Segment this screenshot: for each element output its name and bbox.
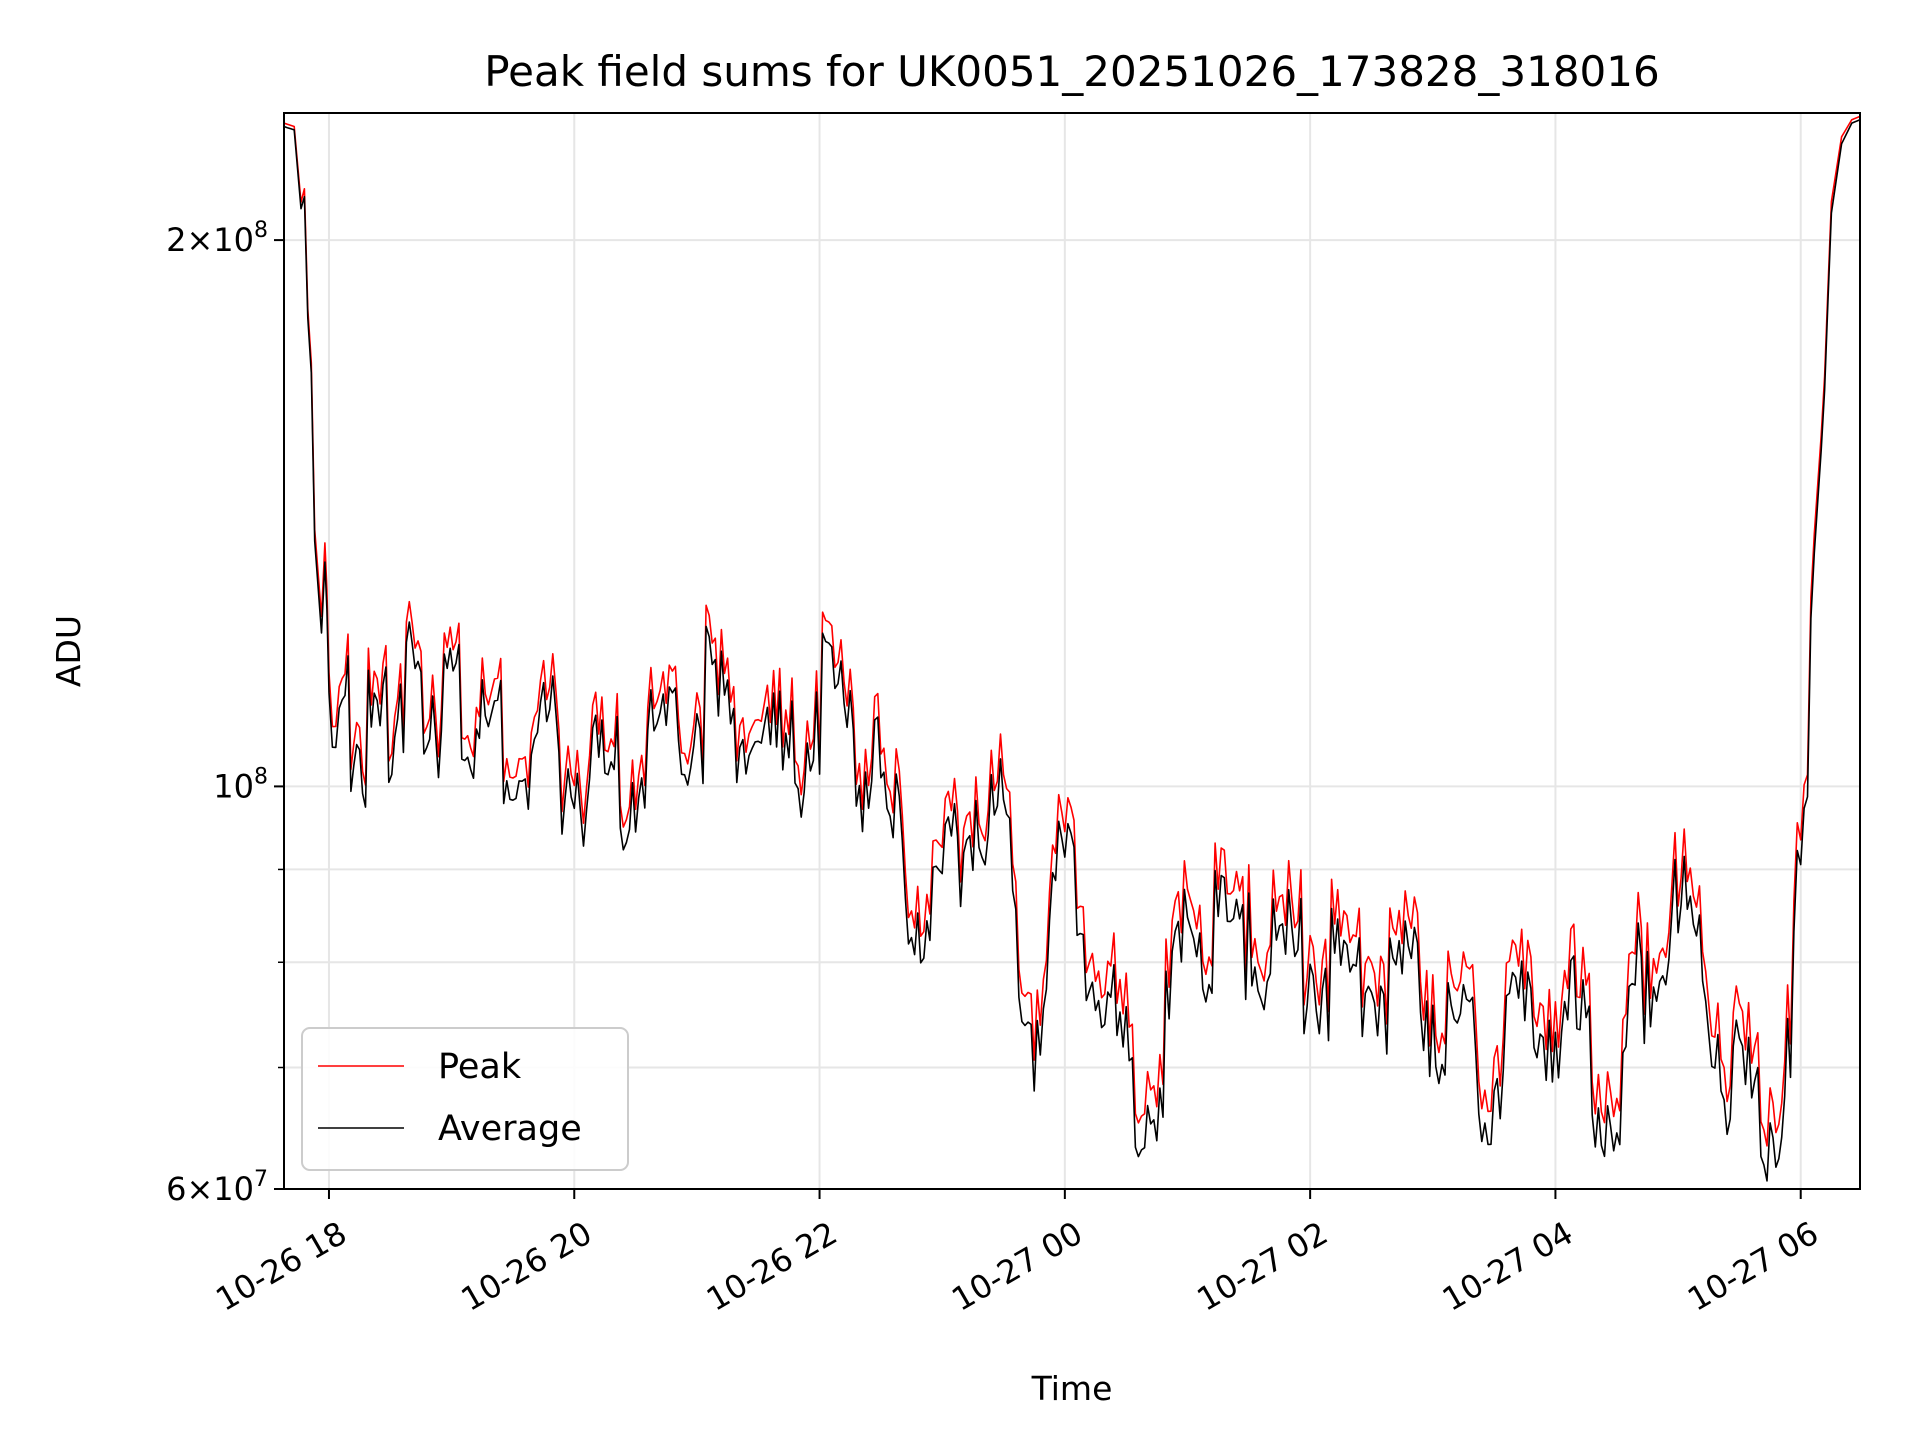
y-axis-label: ADU: [49, 615, 88, 687]
series-line-peak: [284, 115, 1860, 1147]
y-tick-label: 2×108: [166, 218, 268, 259]
y-axis: 6×107 108 2×108: [166, 218, 284, 1208]
y-tick-label: 6×107: [166, 1167, 268, 1208]
legend: Peak Average: [301, 1027, 629, 1171]
y-tick-label: 108: [213, 764, 268, 805]
legend-box: [301, 1027, 629, 1171]
legend-label-average: Average: [438, 1109, 582, 1149]
series-layer: [284, 115, 1860, 1182]
x-axis-label: Time: [1031, 1369, 1113, 1408]
legend-label-peak: Peak: [438, 1047, 522, 1087]
series-line-average: [284, 118, 1860, 1182]
chart-title: Peak field sums for UK0051_20251026_1738…: [484, 47, 1659, 96]
plot-frame: [283, 112, 1861, 1190]
